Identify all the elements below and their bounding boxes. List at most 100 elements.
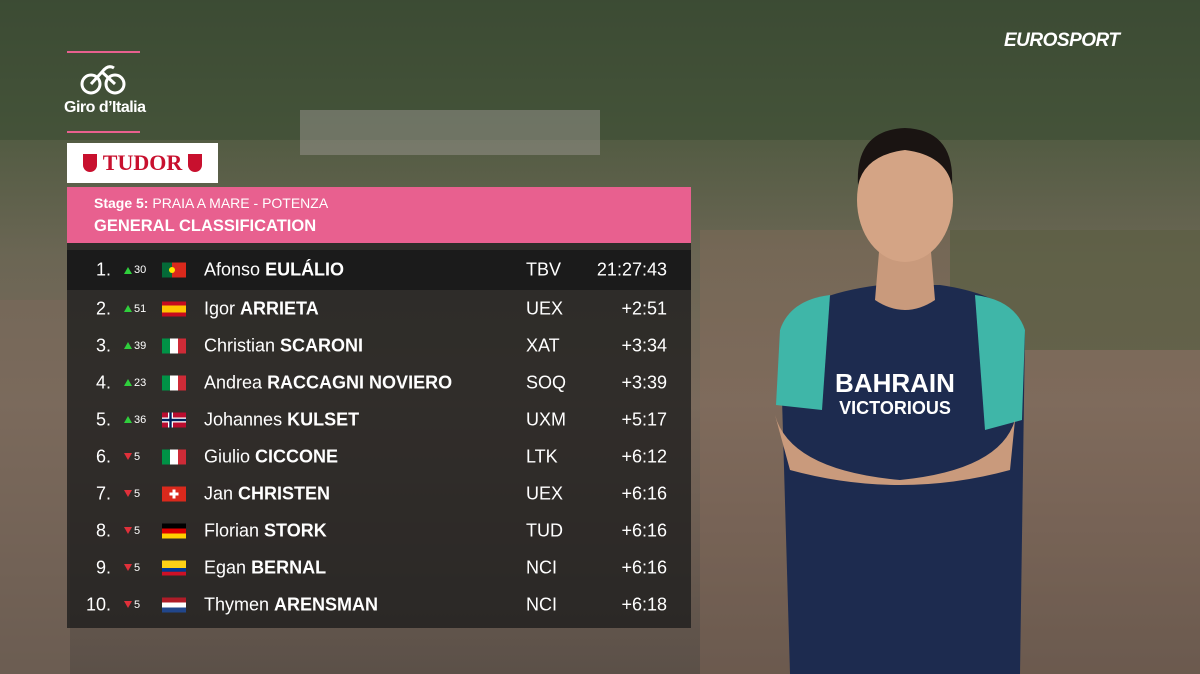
country-flag <box>162 375 186 390</box>
change-arrow <box>124 266 132 274</box>
first-name: Giulio <box>204 446 251 466</box>
change-arrow <box>124 305 132 312</box>
divider <box>67 131 140 133</box>
first-name: Johannes <box>204 409 283 429</box>
position-change: 36 <box>124 414 146 426</box>
change-arrow <box>124 379 132 386</box>
first-name: Florian <box>204 520 260 540</box>
position-change: 39 <box>124 340 146 352</box>
change-value: 36 <box>134 413 147 426</box>
change-value: 30 <box>134 264 147 276</box>
classification-title: GENERAL CLASSIFICATION <box>94 217 317 235</box>
stage-info: Stage 5: PRAIA A MARE - POTENZA <box>94 195 328 211</box>
rider-name: Afonso EULÁLIO <box>204 260 344 281</box>
race-logo: Giro d’Italia <box>64 99 146 116</box>
country-flag <box>162 449 186 464</box>
change-value: 5 <box>134 487 141 500</box>
last-name: ARRIETA <box>240 298 319 318</box>
country-flag <box>162 523 186 538</box>
last-name: SCARONI <box>280 335 364 355</box>
change-value: 5 <box>134 450 141 463</box>
team-code: UEX <box>526 483 564 503</box>
change-value: 51 <box>134 302 147 315</box>
rank: 5. <box>95 409 111 429</box>
standings-table: 1. 30 Afonso EULÁLIO TBV 21:27:43 2. 51 Igor AR… <box>67 243 691 628</box>
time-gap: +6:12 <box>621 446 667 466</box>
change-arrow <box>124 453 132 460</box>
jersey-logo: BAHRAIN <box>835 368 955 398</box>
team-code: NCI <box>526 557 557 577</box>
team-code: NCI <box>526 594 557 614</box>
standings-row: 4. 23 Andrea RACCAGNI NOVIERO SOQ +3:39 <box>67 364 691 401</box>
standings-row: 5. 36 Johannes KULSET UXM +5:17 <box>67 401 691 438</box>
rider-name: Egan BERNAL <box>204 557 326 578</box>
rider-name: Giulio CICCONE <box>204 446 338 467</box>
country-flag <box>162 560 186 575</box>
rank: 4. <box>95 372 111 392</box>
position-change: 30 <box>124 264 146 276</box>
position-change: 23 <box>124 377 146 389</box>
position-change: 51 <box>124 303 146 315</box>
last-name: EULÁLIO <box>265 259 345 280</box>
last-name: CHRISTEN <box>238 483 331 503</box>
rank: 6. <box>95 446 111 466</box>
time-gap: +5:17 <box>621 409 667 429</box>
change-value: 23 <box>134 376 147 389</box>
broadcaster-logo: EUROSPORT <box>1004 30 1120 51</box>
country-flag <box>162 486 186 501</box>
shield-icon <box>82 154 97 172</box>
time-gap: +6:16 <box>621 557 667 577</box>
change-arrow <box>124 490 132 497</box>
time-gap: 21:27:43 <box>596 259 667 280</box>
country-flag <box>162 412 186 427</box>
rank: 8. <box>95 520 111 540</box>
standings-row: 7. 5 Jan CHRISTEN UEX +6:16 <box>67 475 691 512</box>
change-arrow <box>124 564 132 571</box>
team-code: TBV <box>526 259 562 280</box>
rider-name: Andrea RACCAGNI NOVIERO <box>204 372 452 393</box>
position-change: 5 <box>124 488 140 500</box>
country-flag <box>162 338 186 353</box>
standings-row: 6. 5 Giulio CICCONE LTK +6:12 <box>67 438 691 475</box>
last-name: STORK <box>264 520 327 540</box>
change-arrow <box>124 527 132 534</box>
rank: 9. <box>95 557 111 577</box>
last-name: KULSET <box>287 409 360 429</box>
last-name: CICCONE <box>255 446 339 466</box>
rank: 10. <box>85 594 111 614</box>
time-gap: +6:16 <box>621 520 667 540</box>
team-code: UXM <box>526 409 566 429</box>
team-code: XAT <box>526 335 560 355</box>
rider-name: Johannes KULSET <box>204 409 359 430</box>
last-name: BERNAL <box>251 557 327 577</box>
time-gap: +3:34 <box>621 335 667 355</box>
change-value: 5 <box>134 524 141 537</box>
race-logo-icon <box>80 65 126 95</box>
stage-label: Stage 5: <box>94 195 149 211</box>
standings-row: 8. 5 Florian STORK TUD +6:16 <box>67 512 691 549</box>
jersey-logo: VICTORIOUS <box>839 398 951 418</box>
rider-name: Christian SCARONI <box>204 335 363 356</box>
change-value: 5 <box>134 561 141 574</box>
standings-row: 9. 5 Egan BERNAL NCI +6:16 <box>67 549 691 586</box>
change-value: 39 <box>134 339 147 352</box>
first-name: Christian <box>204 335 276 355</box>
change-value: 5 <box>134 598 141 611</box>
first-name: Afonso <box>204 259 261 280</box>
position-change: 5 <box>124 599 140 611</box>
rider-name: Jan CHRISTEN <box>204 483 330 504</box>
rider-name: Igor ARRIETA <box>204 298 319 319</box>
first-name: Jan <box>204 483 234 503</box>
time-gap: +3:39 <box>621 372 667 392</box>
rank: 7. <box>95 483 111 503</box>
first-name: Egan <box>204 557 247 577</box>
sponsor-name: TUDOR <box>102 150 183 175</box>
country-flag <box>162 301 186 316</box>
rider-name: Thymen ARENSMAN <box>204 594 378 615</box>
last-name: ARENSMAN <box>274 594 379 614</box>
last-name: RACCAGNI NOVIERO <box>267 372 453 392</box>
rank: 2. <box>95 298 111 318</box>
